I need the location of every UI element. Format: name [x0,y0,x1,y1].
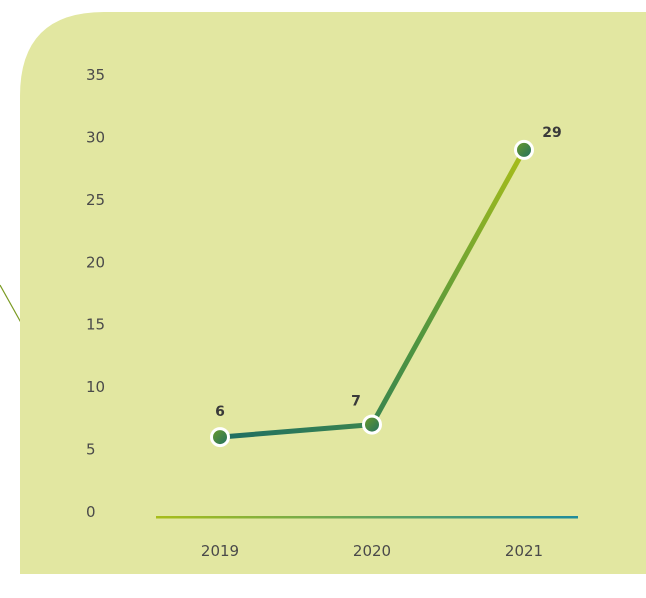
y-tick-label: 10 [86,378,105,396]
y-tick-label: 35 [86,66,105,84]
data-point-marker [514,139,534,160]
y-tick-label: 30 [86,128,105,146]
data-label: 29 [542,125,561,141]
data-label-layer: 6 7 29 [215,125,562,420]
y-tick-label: 25 [86,191,105,209]
x-tick-label: 2019 [201,542,239,560]
y-tick-label: 15 [86,316,105,334]
marker-layer [210,139,534,448]
x-tick-label: 2021 [505,542,543,560]
y-axis-ticks: 0 5 10 15 20 25 30 35 [86,66,105,521]
x-tick-label: 2020 [353,542,391,560]
data-point-marker [362,414,382,435]
y-tick-label: 5 [86,441,96,459]
y-tick-label: 20 [86,253,105,271]
y-tick-label: 0 [86,503,96,521]
data-label: 7 [351,394,361,410]
chart-panel-background [20,12,646,574]
x-axis-ticks: 2019 2020 2021 [201,542,543,560]
data-label: 6 [215,404,225,420]
data-point-marker [210,427,230,448]
x-axis-line [156,516,578,519]
